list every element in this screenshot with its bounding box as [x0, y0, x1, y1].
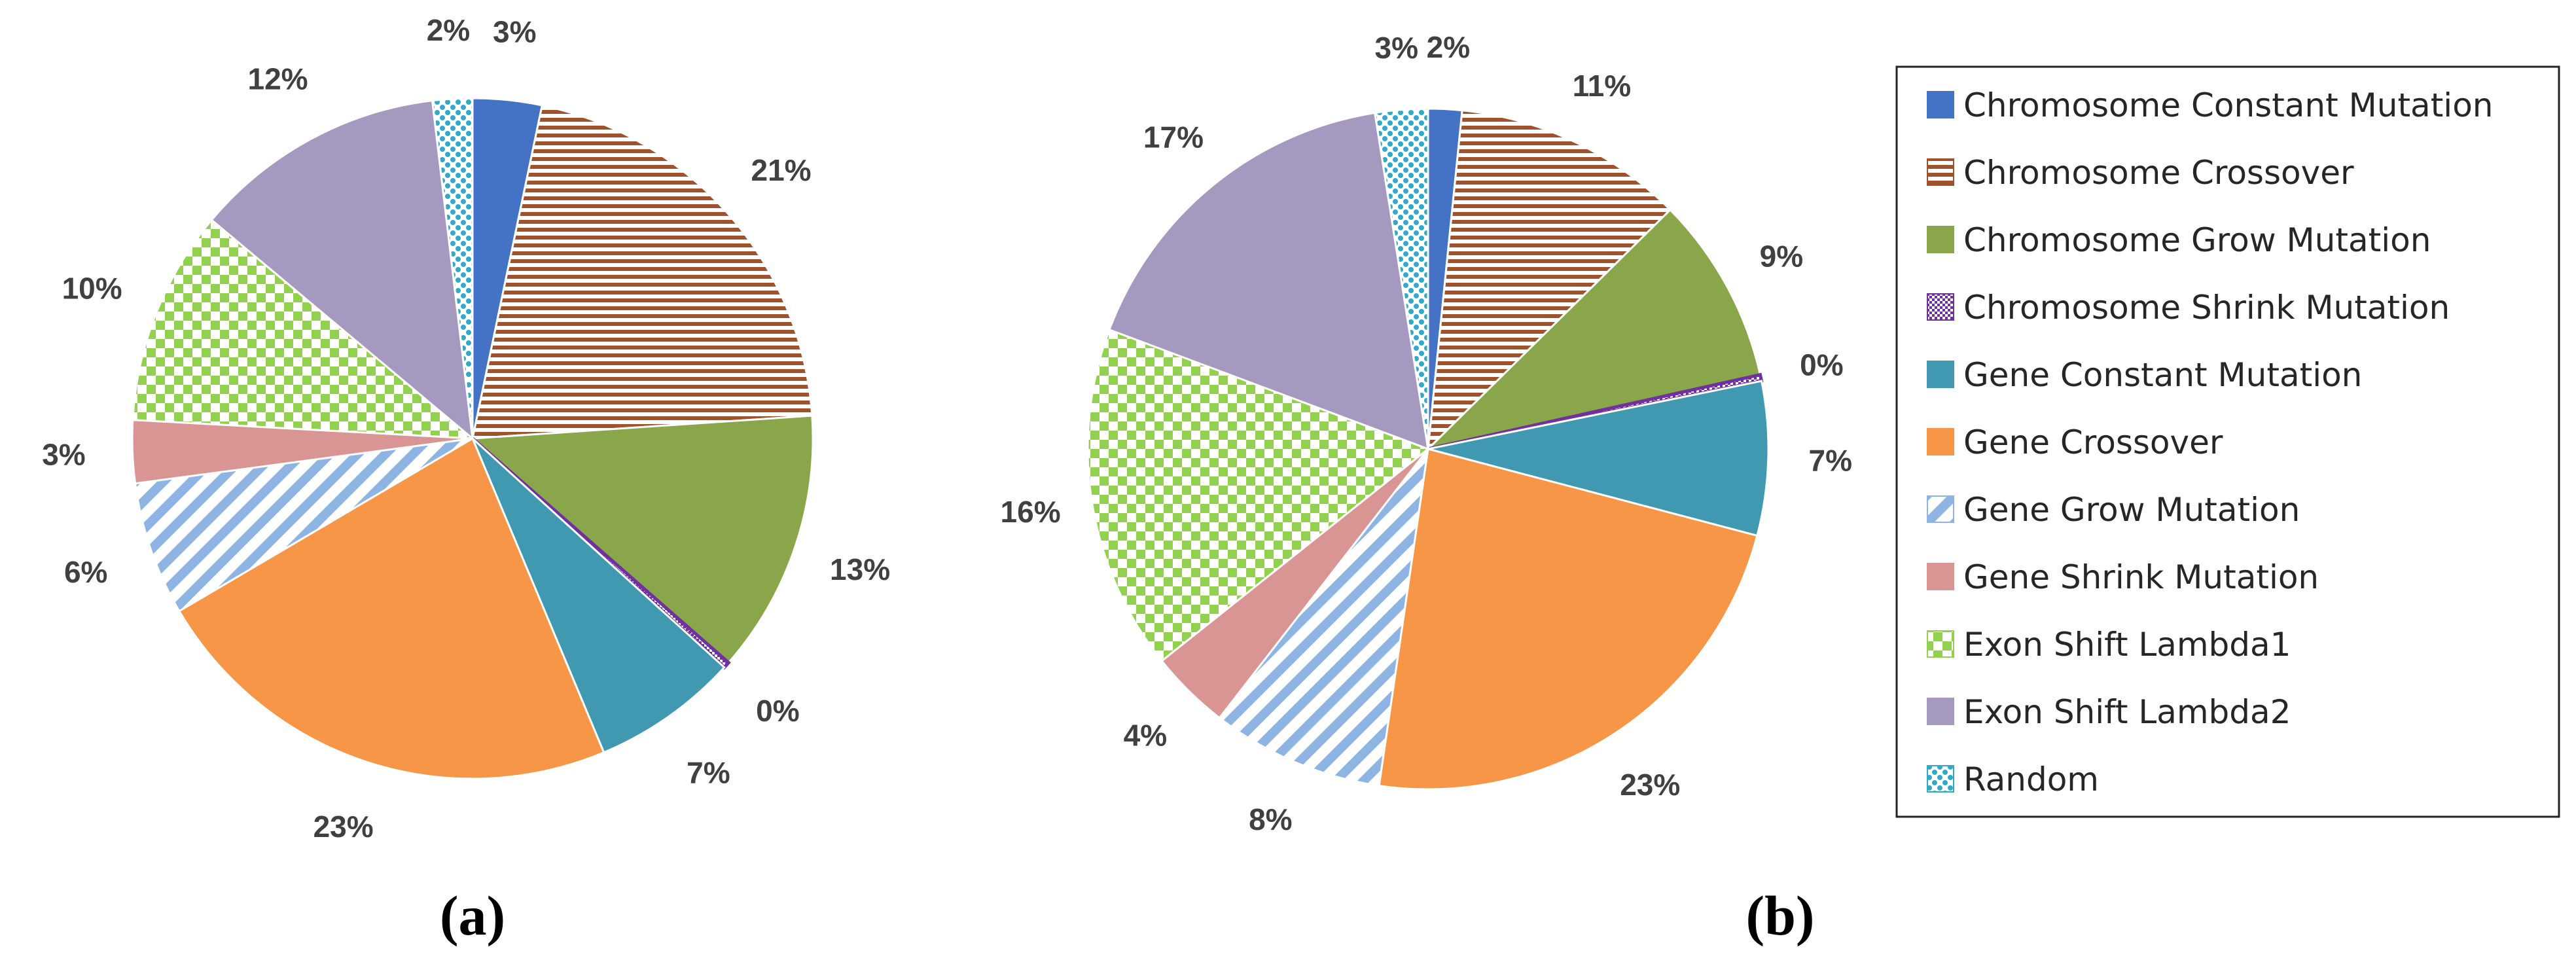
data-label-b-exon-shift-lambda2: 17%	[1143, 120, 1204, 154]
data-label-b-chromosome-constant-mutation: 2%	[1427, 30, 1470, 64]
pie-slice-a-gene-constant-mutation	[471, 437, 726, 754]
data-label-b-chromosome-grow-mutation: 9%	[1760, 239, 1803, 273]
data-label-a-gene-grow-mutation: 6%	[64, 555, 107, 589]
pie-slice-b-gene-grow-mutation	[1218, 445, 1430, 787]
legend-label-exon-shift-lambda2: Exon Shift Lambda2	[1963, 693, 2291, 731]
legend-label-exon-shift-lambda1: Exon Shift Lambda1	[1963, 626, 2291, 664]
data-label-b-gene-crossover: 23%	[1620, 768, 1680, 802]
data-label-b-gene-shrink-mutation: 4%	[1124, 719, 1167, 753]
data-label-b-exon-shift-lambda1: 16%	[1001, 495, 1061, 529]
pie-slice-a-chromosome-grow-mutation	[470, 414, 814, 664]
pie-slice-a-exon-shift-lambda2	[210, 99, 474, 441]
pie-slice-a-chromosome-crossover	[471, 104, 814, 440]
legend-swatch-gene-crossover	[1927, 428, 1954, 455]
data-label-a-chromosome-crossover: 21%	[751, 153, 811, 187]
legend-swatch-chromosome-shrink-mutation	[1927, 293, 1954, 321]
legend-frame	[1895, 65, 2560, 818]
data-label-a-chromosome-grow-mutation: 13%	[830, 552, 890, 586]
legend-label-chromosome-crossover: Chromosome Crossover	[1963, 154, 2354, 192]
legend-label-gene-constant-mutation: Gene Constant Mutation	[1963, 356, 2362, 394]
legend-swatch-exon-shift-lambda2	[1927, 698, 1954, 725]
pie-slice-b-exon-shift-lambda2	[1108, 111, 1429, 451]
pie-slice-a-gene-grow-mutation	[134, 437, 473, 613]
pie-slice-b-gene-crossover	[1378, 448, 1759, 791]
legend-label-random: Random	[1963, 760, 2099, 798]
data-label-a-random: 2%	[427, 13, 470, 47]
pie-slice-b-chromosome-grow-mutation	[1425, 208, 1762, 451]
legend-label-gene-crossover: Gene Crossover	[1963, 423, 2223, 461]
data-label-b-gene-constant-mutation: 7%	[1809, 443, 1852, 477]
legend-label-chromosome-shrink-mutation: Chromosome Shrink Mutation	[1963, 289, 2450, 327]
legend-label-chromosome-grow-mutation: Chromosome Grow Mutation	[1963, 221, 2431, 259]
panel-label-b: (b)	[1745, 884, 1814, 947]
legend-swatch-chromosome-crossover	[1927, 158, 1954, 186]
legend: Chromosome Constant Mutation Chromosome C…	[1895, 65, 2560, 818]
pie-chart-a: 3% 21% 13% 0% 7% 23% 6% 3% 10% 12% 2%	[42, 13, 890, 844]
legend-swatch-gene-grow-mutation	[1927, 495, 1954, 523]
legend-swatch-exon-shift-lambda1	[1927, 630, 1954, 658]
data-label-a-chromosome-constant-mutation: 3%	[493, 14, 536, 48]
legend-label-gene-grow-mutation: Gene Grow Mutation	[1963, 491, 2300, 529]
pie-chart-b: 2% 11% 9% 0% 7% 23% 8% 4% 16% 17% 3%	[1001, 30, 1852, 836]
data-label-a-gene-crossover: 23%	[313, 810, 374, 844]
legend-swatch-gene-constant-mutation	[1927, 361, 1954, 388]
pie-slice-b-gene-constant-mutation	[1427, 380, 1770, 537]
panel-label-a: (a)	[440, 884, 505, 947]
data-label-a-gene-shrink-mutation: 3%	[42, 437, 85, 471]
legend-swatch-random	[1927, 765, 1954, 793]
data-label-b-chromosome-shrink-mutation: 0%	[1800, 348, 1843, 382]
legend-label-gene-shrink-mutation: Gene Shrink Mutation	[1963, 558, 2319, 596]
pie-slice-b-random	[1373, 107, 1429, 450]
pie-slice-a-gene-crossover	[177, 437, 605, 780]
data-label-a-gene-constant-mutation: 7%	[687, 756, 730, 790]
data-label-b-chromosome-crossover: 11%	[1573, 69, 1632, 103]
legend-swatch-gene-shrink-mutation	[1927, 563, 1954, 590]
data-label-a-chromosome-shrink-mutation: 0%	[756, 694, 799, 728]
pie-slice-b-exon-shift-lambda1	[1086, 328, 1431, 662]
data-label-b-gene-grow-mutation: 8%	[1249, 802, 1292, 836]
data-label-a-exon-shift-lambda1: 10%	[62, 272, 122, 306]
pie-slice-b-chromosome-crossover	[1427, 109, 1672, 452]
legend-label-chromosome-constant-mutation: Chromosome Constant Mutation	[1963, 86, 2493, 124]
data-label-a-exon-shift-lambda2: 12%	[247, 62, 308, 96]
pie-slice-a-exon-shift-lambda1	[132, 218, 476, 440]
data-label-b-random: 3%	[1375, 31, 1418, 65]
legend-swatch-chromosome-grow-mutation	[1927, 226, 1954, 253]
pie-slice-a-random	[431, 97, 474, 439]
legend-swatch-chromosome-constant-mutation	[1927, 91, 1954, 118]
